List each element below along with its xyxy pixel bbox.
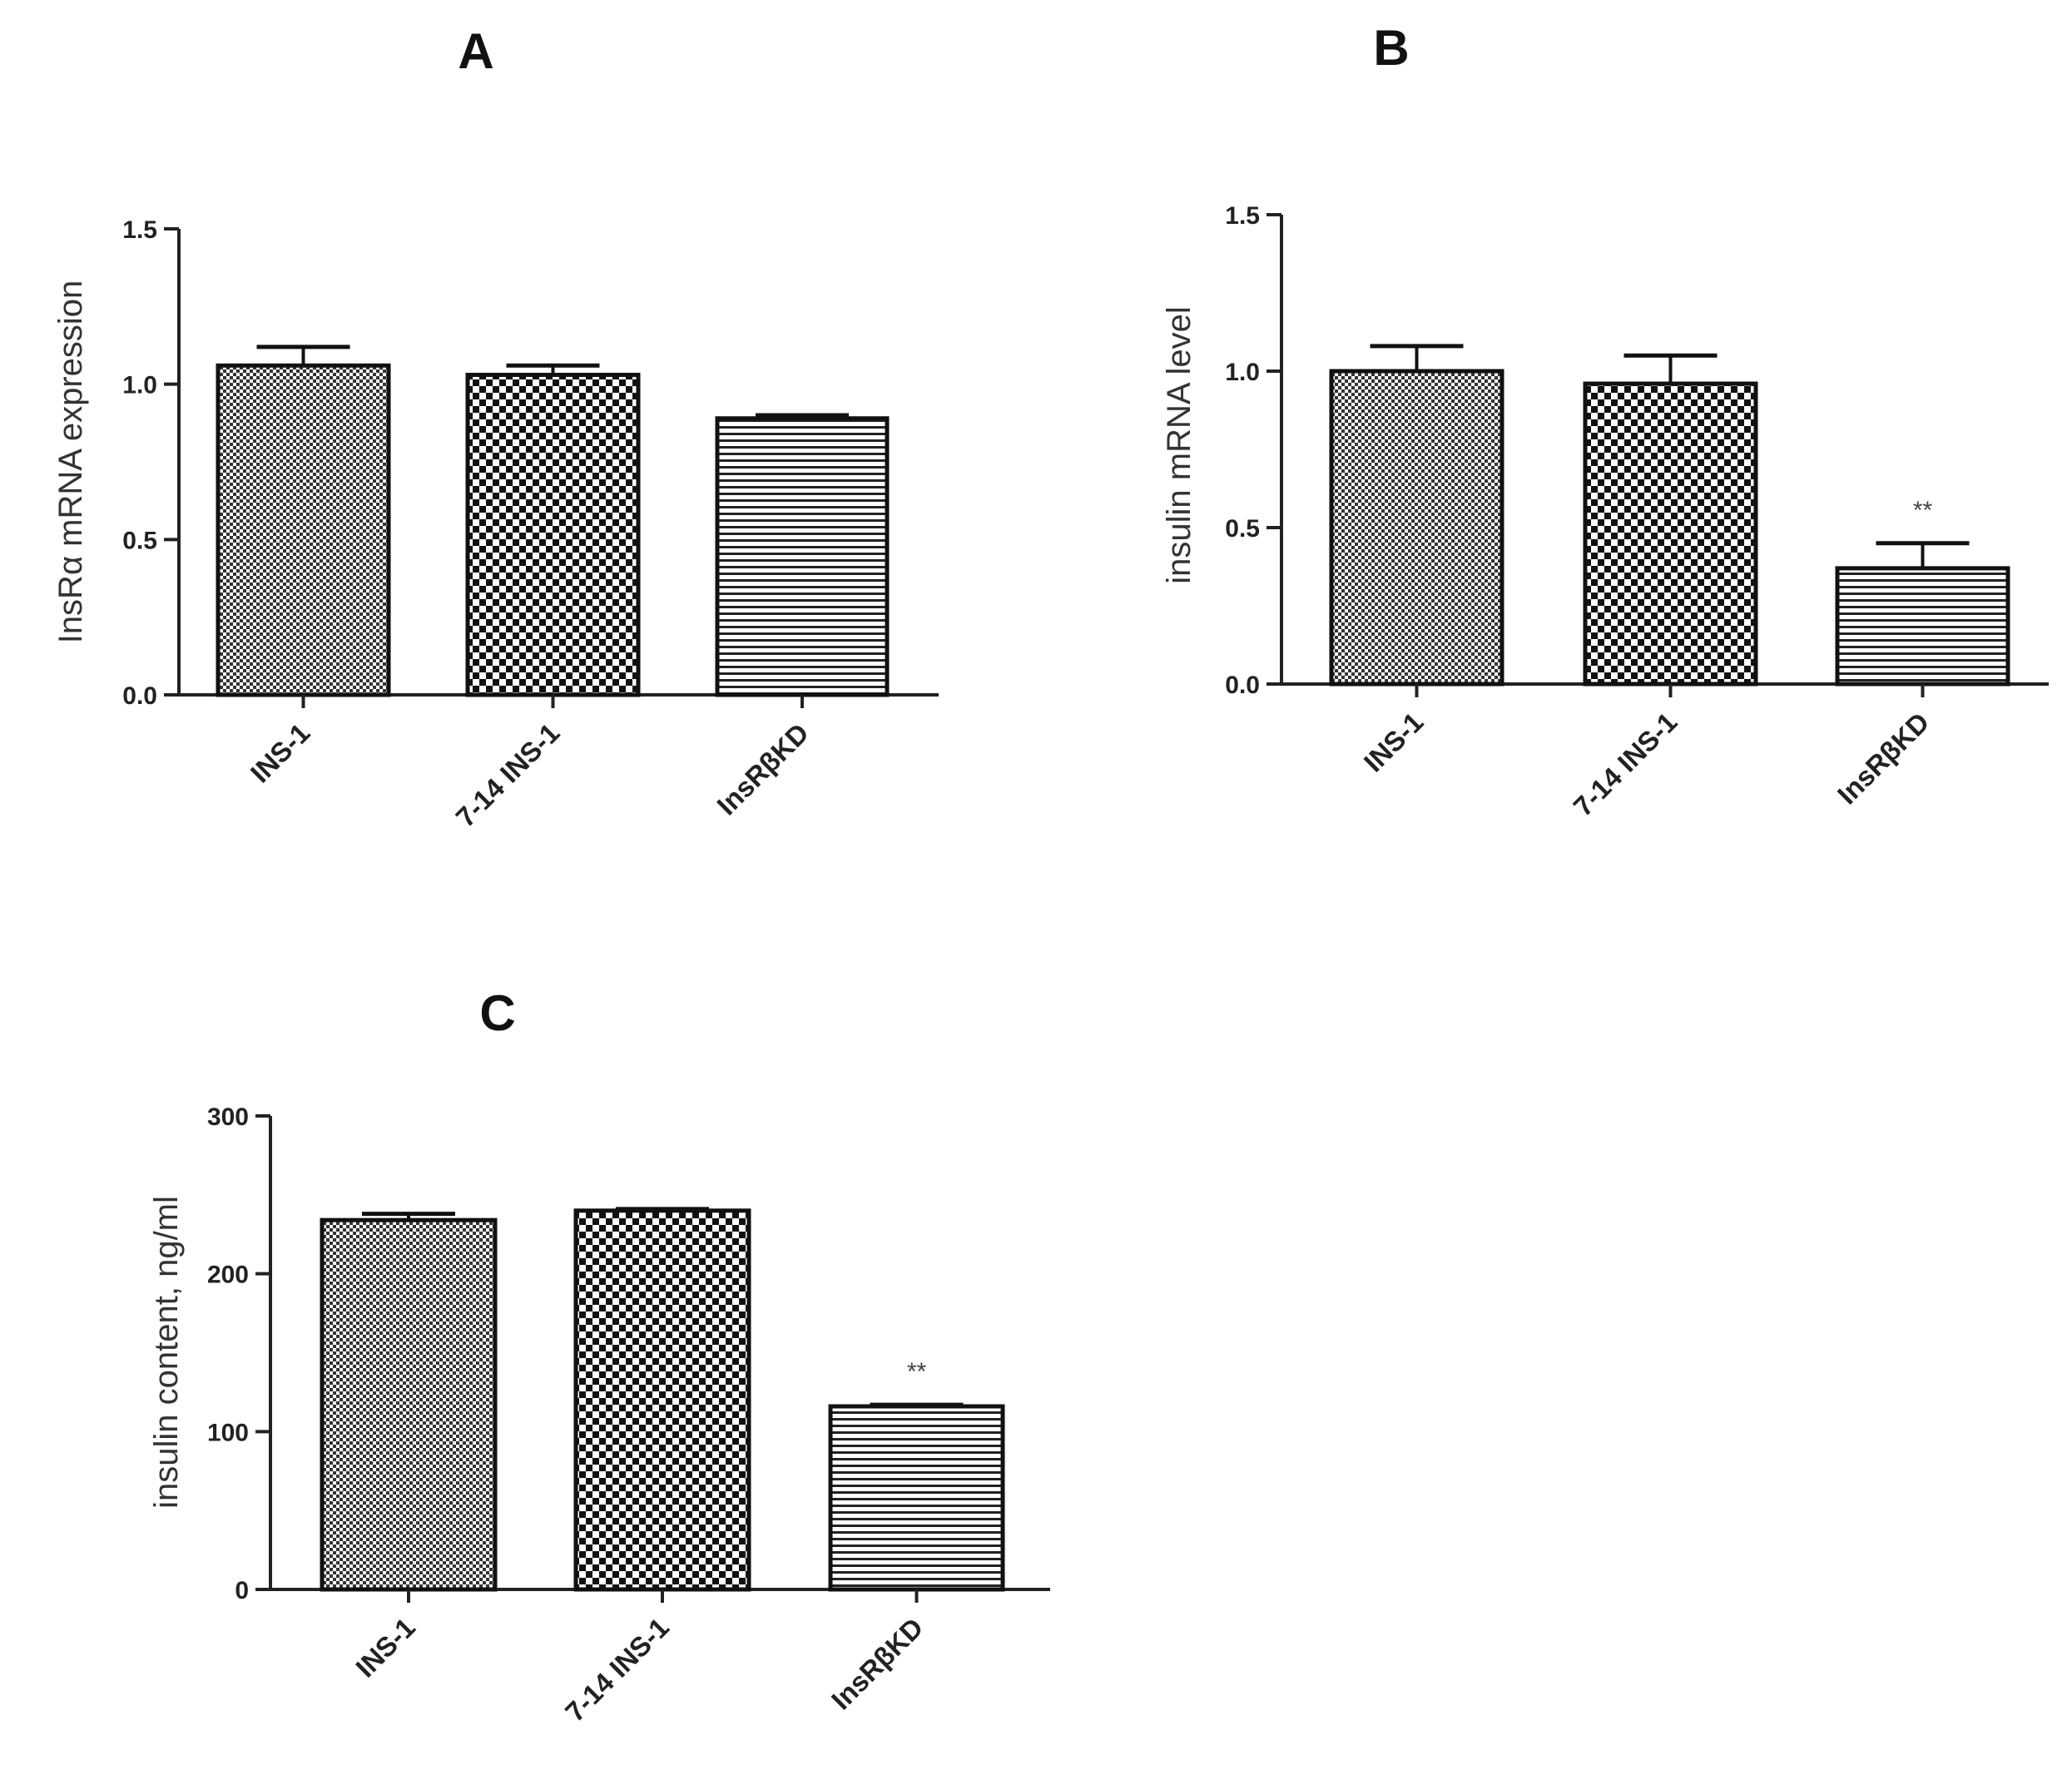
bar — [1835, 566, 2010, 687]
y-tick-label: 0.5 — [122, 527, 157, 554]
y-tick-label: 0.5 — [1225, 515, 1260, 543]
y-tick-label: 200 — [207, 1262, 249, 1289]
y-axis-title: insulin content, ng/ml — [148, 1196, 185, 1509]
panel-label: C — [479, 985, 515, 1041]
y-axis-title: InsRα mRNA expression — [52, 280, 89, 644]
panel-label: B — [1373, 20, 1409, 76]
y-tick-label: 1.0 — [1225, 359, 1260, 386]
bar — [1583, 381, 1758, 687]
y-axis-title: insulin mRNA level — [1161, 306, 1197, 583]
bar — [216, 363, 391, 697]
chart-marks: 0.0 0.5 1.0 1.5 INS-1 7-14 INS-1 InsRβKD — [122, 216, 939, 833]
chart-panel-c: C insulin content, ng/ml 0 100 200 300 INS-1… — [148, 985, 1050, 1728]
x-category-label: INS-1 — [1358, 707, 1430, 778]
bar — [1329, 369, 1504, 687]
chart-marks: 0 100 200 300 INS-1 7-14 INS-1 InsRβKD ** — [207, 1103, 1050, 1728]
chart-marks: 0.0 0.5 1.0 1.5 INS-1 7-14 INS-1 InsRβKD ** — [1225, 202, 2049, 822]
chart-panel-b: B insulin mRNA level 0.0 0.5 1.0 1.5 INS-1 7-… — [1161, 20, 2049, 822]
x-category-label: 7-14 INS-1 — [1567, 707, 1683, 822]
bar — [465, 372, 641, 697]
x-category-label: INS-1 — [349, 1612, 421, 1683]
x-category-label: InsRβKD — [711, 717, 815, 821]
bar — [320, 1217, 498, 1592]
y-tick-label: 300 — [207, 1103, 249, 1131]
panel-label: A — [458, 23, 493, 79]
y-tick-label: 0.0 — [122, 682, 157, 710]
x-category-label: 7-14 INS-1 — [449, 717, 565, 833]
bar — [573, 1208, 751, 1592]
bar — [715, 416, 890, 697]
y-tick-label: 0 — [235, 1577, 249, 1604]
y-tick-label: 1.5 — [1225, 202, 1260, 230]
y-tick-label: 100 — [207, 1419, 249, 1446]
y-tick-label: 1.0 — [122, 372, 157, 399]
chart-panel-a: A InsRα mRNA expression 0.0 0.5 1.0 1.5 INS-… — [52, 23, 939, 833]
significance-marker: ** — [1913, 497, 1933, 524]
x-category-label: InsRβKD — [1832, 707, 1936, 811]
x-category-label: INS-1 — [245, 717, 316, 789]
significance-marker: ** — [907, 1358, 927, 1386]
y-tick-label: 1.5 — [122, 216, 157, 244]
bar — [828, 1404, 1005, 1592]
x-category-label: 7-14 INS-1 — [559, 1612, 675, 1728]
x-category-label: InsRβKD — [825, 1612, 929, 1716]
y-tick-label: 0.0 — [1225, 672, 1260, 699]
